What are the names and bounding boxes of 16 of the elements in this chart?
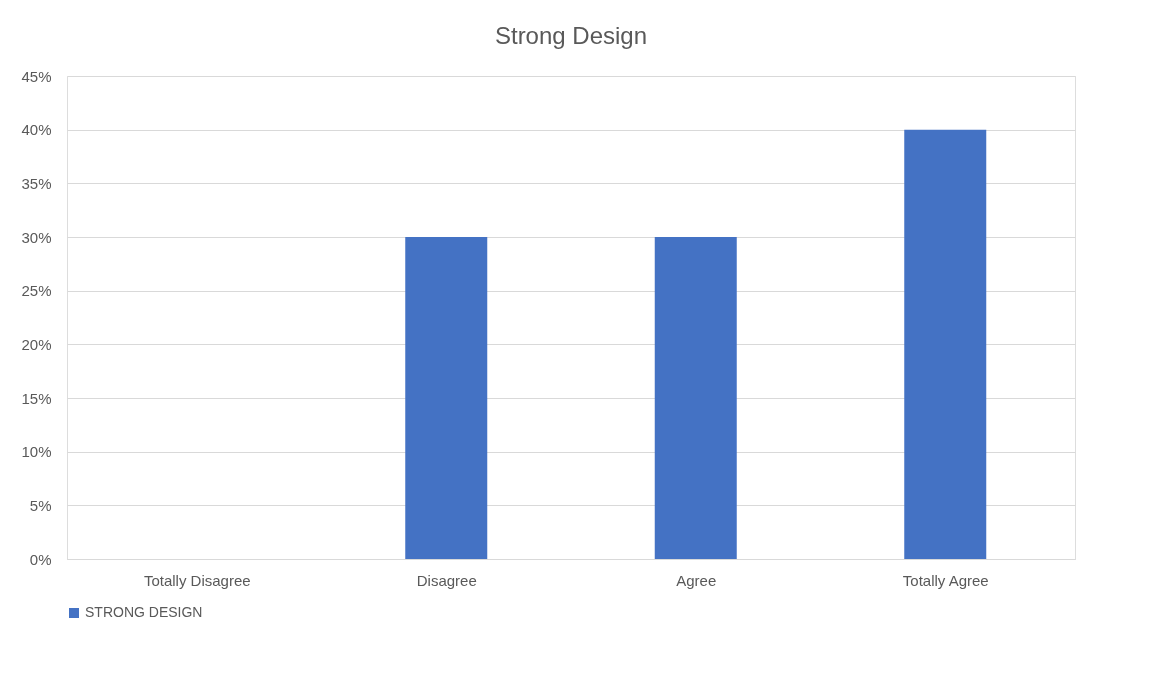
- legend-label: STRONG DESIGN: [85, 604, 203, 620]
- x-tick-label: Agree: [676, 571, 717, 589]
- y-tick-label: 0%: [29, 550, 52, 568]
- y-tick-label: 10%: [21, 443, 52, 461]
- y-tick-label: 35%: [21, 174, 52, 192]
- x-tick-label: Totally Disagree: [143, 571, 251, 589]
- y-tick-label: 20%: [21, 335, 52, 353]
- y-tick-label: 15%: [21, 389, 52, 407]
- y-tick-label: 5%: [29, 496, 52, 514]
- y-tick-label: 25%: [21, 282, 52, 300]
- x-tick-label: Totally Agree: [902, 571, 989, 589]
- x-tick-label: Disagree: [416, 571, 477, 589]
- y-tick-label: 45%: [21, 67, 52, 85]
- y-tick-label: 40%: [21, 121, 52, 139]
- chart-title: Strong Design: [494, 22, 648, 49]
- y-tick-label: 30%: [21, 228, 52, 246]
